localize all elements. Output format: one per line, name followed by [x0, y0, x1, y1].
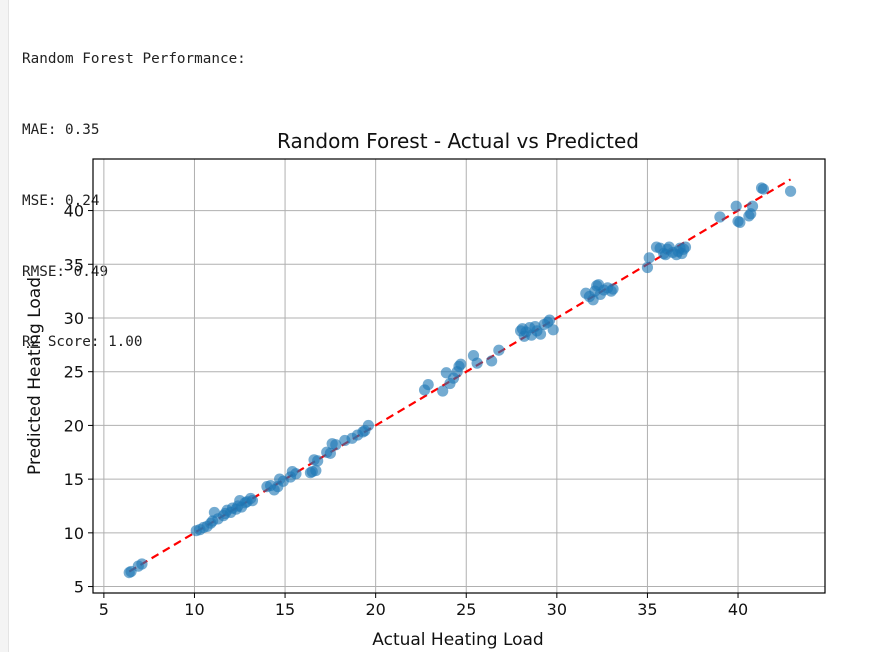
- output-line-rmse: RMSE: 0.49: [22, 263, 109, 280]
- output-line-mae: MAE: 0.35: [22, 121, 100, 138]
- x-tick-label: 35: [637, 600, 657, 619]
- data-point: [493, 344, 505, 356]
- y-tick-label: 20: [64, 416, 84, 435]
- output-line-heading: Random Forest Performance:: [22, 51, 246, 68]
- data-point: [437, 385, 449, 397]
- data-point: [607, 283, 619, 295]
- data-point: [422, 378, 434, 391]
- y-tick-label: 5: [74, 578, 84, 597]
- y-axis-label: Predicted Heating Load: [25, 277, 45, 475]
- y-tick-label: 15: [64, 470, 84, 489]
- y-tick-label: 40: [64, 202, 84, 221]
- data-point: [362, 419, 375, 432]
- tick-layer: 5 10 15 20 25 30 35 40 5 10 15 20 25 30 35 40: [64, 202, 749, 619]
- data-point: [534, 328, 547, 340]
- point-layer: [123, 182, 797, 579]
- output-line-mse: MSE: 0.24: [22, 192, 100, 209]
- y-tick-label: 30: [64, 309, 84, 328]
- data-point: [641, 261, 654, 274]
- y-tick-label: 35: [64, 255, 84, 274]
- chart-title: Random Forest - Actual vs Predicted: [277, 129, 639, 153]
- x-tick-label: 30: [547, 600, 567, 619]
- y-tick-label: 10: [64, 524, 84, 543]
- data-point: [746, 200, 759, 212]
- data-point: [784, 185, 797, 197]
- data-point: [486, 355, 498, 367]
- data-point: [312, 455, 324, 467]
- data-point: [455, 358, 467, 370]
- x-tick-label: 40: [728, 600, 748, 619]
- data-point: [471, 357, 483, 369]
- x-axis-label: Actual Heating Load: [372, 630, 543, 650]
- x-tick-label: 10: [184, 600, 204, 619]
- x-tick-label: 25: [456, 600, 476, 619]
- data-point: [730, 200, 742, 212]
- data-point: [290, 468, 302, 480]
- output-line-r2: R2 Score: 1.00: [22, 334, 143, 351]
- data-point: [679, 241, 692, 253]
- data-point: [310, 464, 322, 477]
- data-point: [734, 216, 746, 228]
- data-point: [757, 183, 769, 195]
- plot-frame: [92, 158, 826, 594]
- data-point: [643, 252, 655, 264]
- cell-output-text: Random Forest Performance: MAE: 0.35 MSE…: [22, 1, 246, 379]
- data-point: [714, 211, 726, 223]
- data-point: [547, 324, 559, 336]
- y-tick-label: 25: [64, 363, 84, 382]
- data-point: [324, 447, 336, 459]
- grid: [93, 159, 825, 593]
- data-point: [543, 314, 556, 326]
- data-point: [246, 495, 259, 507]
- cell-gutter: [0, 0, 9, 652]
- data-point: [330, 439, 342, 451]
- x-tick-label: 20: [365, 600, 385, 619]
- data-point: [136, 558, 148, 570]
- x-tick-label: 15: [275, 600, 295, 619]
- x-tick-label: 5: [99, 600, 109, 619]
